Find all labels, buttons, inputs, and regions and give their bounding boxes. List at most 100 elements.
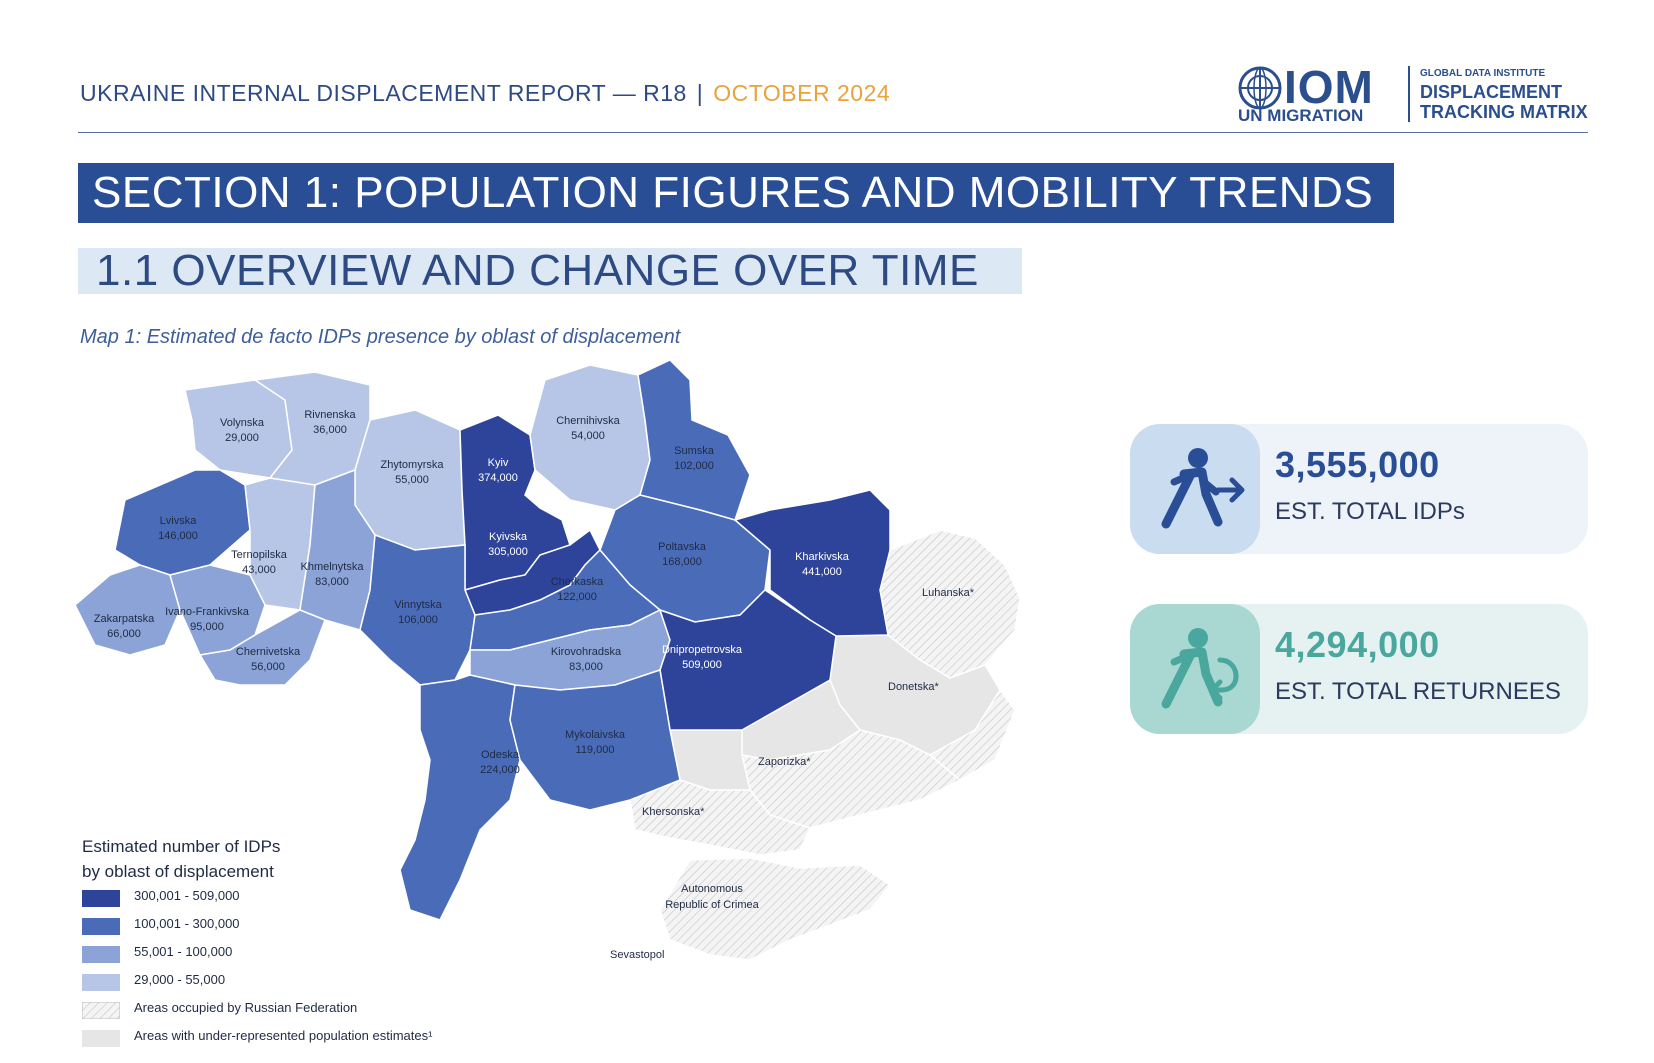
label-dnipropetrovska: Dnipropetrovska 509,000	[662, 644, 743, 671]
stat-card-idps: 3,555,000 EST. TOTAL IDPs	[1130, 424, 1588, 554]
map-legend: Estimated number of IDPs by oblast of di…	[82, 834, 502, 1052]
returnee-icon-box	[1130, 604, 1260, 734]
label-khmelnytska: Khmelnytska 83,000	[301, 561, 365, 588]
oblast-name: Zhytomyrska	[381, 459, 445, 471]
oblast-value: 509,000	[682, 659, 722, 671]
oblast-value: 122,000	[557, 591, 597, 603]
legend-swatch-hatched	[82, 1002, 120, 1019]
oblast-value: 83,000	[569, 661, 603, 673]
label-kirovohradska: Kirovohradska 83,000	[551, 646, 622, 673]
legend-title-line2: by oblast of displacement	[82, 862, 274, 881]
idp-total-value: 3,555,000	[1275, 444, 1440, 485]
label-sumska: Sumska 102,000	[674, 445, 715, 472]
iom-wordmark: IOM	[1284, 61, 1374, 113]
oblast-name: Kharkivska	[795, 551, 850, 563]
oblast-value: 102,000	[674, 460, 714, 472]
legend-swatch-class2	[82, 918, 120, 935]
map-caption: Map 1: Estimated de facto IDPs presence …	[80, 326, 681, 348]
legend-swatch-class1	[82, 890, 120, 907]
label-odeska: Odeska 224,000	[480, 749, 520, 776]
legend-swatch-class4	[82, 974, 120, 991]
label-donetska: Donetska*	[888, 681, 939, 693]
legend-title-line1: Estimated number of IDPs	[82, 837, 281, 856]
section-title: SECTION 1: POPULATION FIGURES AND MOBILI…	[78, 163, 1394, 223]
logo-divider	[1408, 66, 1410, 122]
oblast-name: Odeska	[481, 749, 520, 761]
oblast-mykolaivska	[509, 669, 681, 811]
oblast-value: 54,000	[571, 430, 605, 442]
label-rivnenska: Rivnenska 36,000	[304, 409, 356, 436]
oblast-name: Volynska	[220, 417, 265, 429]
report-date: OCTOBER 2024	[713, 80, 891, 106]
oblast-chernivetska	[198, 609, 326, 686]
oblast-value: 29,000	[225, 432, 259, 444]
oblast-odeska	[399, 674, 521, 921]
label-chernivetska: Chernivetska 56,000	[236, 646, 301, 673]
oblast-labels: Volynska 29,000 Rivnenska 36,000 Zhytomyrs…	[94, 409, 850, 776]
header-separator: |	[696, 80, 704, 106]
oblast-value: 56,000	[251, 661, 285, 673]
oblast-lvivska	[114, 469, 251, 576]
oblast-name: Kyiv	[488, 457, 509, 469]
oblast-name: Zakarpatska	[94, 613, 155, 625]
oblast-name: Rivnenska	[304, 409, 356, 421]
oblast-name: Ternopilska	[231, 549, 288, 561]
returnee-total-value: 4,294,000	[1275, 624, 1440, 665]
idp-total-label: EST. TOTAL IDPs	[1275, 498, 1465, 525]
label-zaporizka: Zaporizka*	[758, 756, 811, 768]
oblast-name: Khmelnytska	[301, 561, 365, 573]
label-kyiv: Kyiv 374,000	[478, 457, 518, 484]
oblast-name: Chernihivska	[556, 415, 620, 427]
legend-label: 29,000 - 55,000	[134, 972, 226, 987]
label-kharkivska: Kharkivska 441,000	[795, 551, 850, 578]
iom-dtm-logo: IOM UN MIGRATION GLOBAL DATA INSTITUTE D…	[1238, 61, 1598, 126]
gdi-text: GLOBAL DATA INSTITUTE	[1420, 68, 1546, 79]
label-lvivska: Lvivska 146,000	[158, 515, 198, 542]
legend-label-underrep: Areas with under-represented population …	[134, 1028, 433, 1043]
ukraine-oblast-map: Volynska 29,000 Rivnenska 36,000 Zhytomyrs…	[74, 360, 1021, 961]
label-cherkaska: Cherkaska 122,000	[551, 576, 604, 603]
stat-card-returnees: 4,294,000 EST. TOTAL RETURNEES	[1130, 604, 1588, 734]
legend-label-occupied: Areas occupied by Russian Federation	[134, 1000, 358, 1015]
oblast-name: Kirovohradska	[551, 646, 622, 658]
legend-swatch-underrep	[82, 1030, 120, 1047]
oblast-name: Sumska	[674, 445, 715, 457]
occupied-khersonska	[629, 779, 812, 856]
oblast-sumska	[637, 360, 751, 521]
un-globe-icon	[1238, 66, 1282, 110]
oblast-value: 441,000	[802, 566, 842, 578]
oblast-value: 95,000	[190, 621, 224, 633]
label-kyivska: Kyivska 305,000	[488, 531, 528, 558]
report-title: UKRAINE INTERNAL DISPLACEMENT REPORT — R…	[80, 80, 687, 106]
dtm-text-line2: TRACKING MATRIX	[1420, 102, 1588, 122]
idp-icon-box	[1130, 424, 1260, 554]
label-khersonska: Khersonska*	[642, 806, 705, 818]
legend-item: 300,001 - 509,000	[82, 886, 502, 912]
oblast-name: Chernivetska	[236, 646, 301, 658]
legend-item-occupied: Areas occupied by Russian Federation	[82, 998, 502, 1024]
oblast-value: 224,000	[480, 764, 520, 776]
oblast-dnipropetrovska	[658, 589, 837, 731]
occupied-crimea	[659, 857, 892, 961]
legend-swatch-class3	[82, 946, 120, 963]
oblast-vinnytska	[359, 533, 476, 686]
oblast-value: 36,000	[313, 424, 347, 436]
oblast-name: Ivano-Frankivska	[165, 606, 250, 618]
label-zakarpatska: Zakarpatska 66,000	[94, 613, 155, 640]
returnee-total-label: EST. TOTAL RETURNEES	[1275, 678, 1561, 705]
oblast-value: 305,000	[488, 546, 528, 558]
oblast-name: Vinnytska	[394, 599, 442, 611]
oblast-value: 374,000	[478, 472, 518, 484]
label-ivano-frankivska: Ivano-Frankivska 95,000	[165, 606, 250, 633]
label-zhytomyrska: Zhytomyrska 55,000	[381, 459, 445, 486]
oblast-kharkivska	[733, 489, 891, 637]
oblast-value: 83,000	[315, 576, 349, 588]
oblast-name: Lvivska	[160, 515, 198, 527]
oblast-name: Poltavska	[658, 541, 707, 553]
person-return-arrow-icon	[1161, 628, 1239, 709]
oblast-value: 55,000	[395, 474, 429, 486]
un-migration-text: UN MIGRATION	[1238, 106, 1364, 125]
legend-item: 29,000 - 55,000	[82, 970, 502, 996]
legend-item-underrep: Areas with under-represented population …	[82, 1026, 502, 1052]
oblast-value: 43,000	[242, 564, 276, 576]
